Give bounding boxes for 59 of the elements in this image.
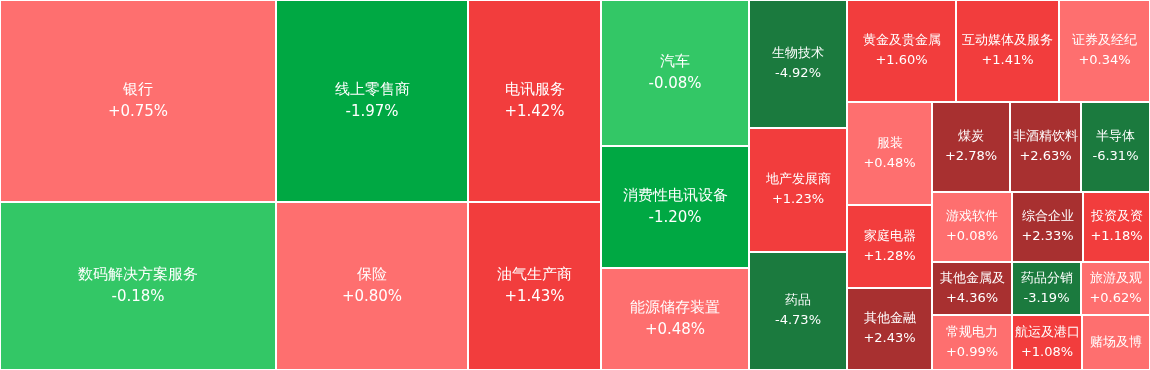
- category-label: 互动媒体及服务: [962, 32, 1053, 48]
- category-label: 其他金融: [863, 310, 916, 326]
- data-label: +2.43%: [863, 330, 916, 346]
- data-label: +4.36%: [945, 289, 999, 305]
- data-label: +1.60%: [875, 52, 928, 68]
- data-label: +0.75%: [107, 101, 169, 120]
- data-label: +0.99%: [945, 343, 999, 359]
- category-label: 证券及经纪: [1072, 32, 1137, 48]
- data-label: +0.48%: [863, 154, 916, 170]
- category-label: 半导体: [1096, 128, 1135, 144]
- data-label: -1.20%: [648, 207, 702, 226]
- category-label: 电讯服务: [504, 79, 565, 98]
- data-label: -0.08%: [648, 73, 702, 92]
- category-label: 药品: [785, 292, 811, 308]
- data-label: -1.97%: [345, 101, 399, 120]
- data-label: -4.73%: [775, 312, 821, 328]
- category-label: 航运及港口: [1014, 323, 1080, 339]
- category-label: 生物技术: [772, 45, 824, 61]
- category-label: 黄金及贵金属: [862, 32, 941, 48]
- category-label: 消费性电讯设备: [622, 185, 728, 204]
- data-label: +0.80%: [341, 286, 403, 305]
- data-label: -0.18%: [111, 286, 165, 305]
- data-label: -6.31%: [1092, 148, 1139, 164]
- category-label: 旅游及观: [1089, 269, 1142, 285]
- data-label: +1.41%: [981, 52, 1034, 68]
- data-label: -3.19%: [1023, 289, 1070, 305]
- data-label: +2.33%: [1021, 228, 1074, 244]
- data-label: -4.92%: [775, 65, 821, 81]
- category-label: 保险: [357, 264, 387, 283]
- data-label: +1.43%: [504, 286, 565, 305]
- data-label: +0.48%: [644, 319, 706, 338]
- category-label: 非酒精饮料: [1013, 128, 1078, 144]
- category-label: 煤炭: [958, 128, 984, 144]
- category-label: 其他金属及: [939, 269, 1005, 285]
- category-label: 家庭电器: [863, 227, 916, 243]
- category-label: 游戏软件: [946, 208, 998, 224]
- category-label: 地产发展商: [764, 171, 831, 187]
- data-label: +0.08%: [945, 228, 999, 244]
- data-label: +1.42%: [504, 101, 565, 120]
- data-label: +1.28%: [863, 247, 916, 263]
- data-label: +2.63%: [1019, 148, 1072, 164]
- category-label: 药品分销: [1020, 269, 1073, 285]
- data-label: +1.23%: [771, 191, 825, 207]
- category-label: 投资及资: [1089, 208, 1143, 224]
- category-label: 油气生产商: [497, 264, 572, 283]
- data-label: +2.78%: [944, 148, 998, 164]
- category-label: 线上零售商: [334, 79, 410, 98]
- category-label: 赌场及博: [1090, 333, 1142, 349]
- category-label: 能源储存装置: [630, 297, 720, 316]
- data-label: +1.18%: [1090, 228, 1143, 244]
- data-label: +0.62%: [1089, 289, 1142, 305]
- data-label: +0.34%: [1078, 52, 1131, 68]
- category-label: 综合企业: [1021, 208, 1074, 224]
- category-label: 常规电力: [946, 323, 998, 339]
- data-label: +1.08%: [1020, 343, 1074, 359]
- category-label: 汽车: [660, 51, 690, 70]
- category-label: 服装: [876, 134, 903, 150]
- category-label: 银行: [122, 79, 153, 98]
- category-label: 数码解决方案服务: [78, 264, 198, 283]
